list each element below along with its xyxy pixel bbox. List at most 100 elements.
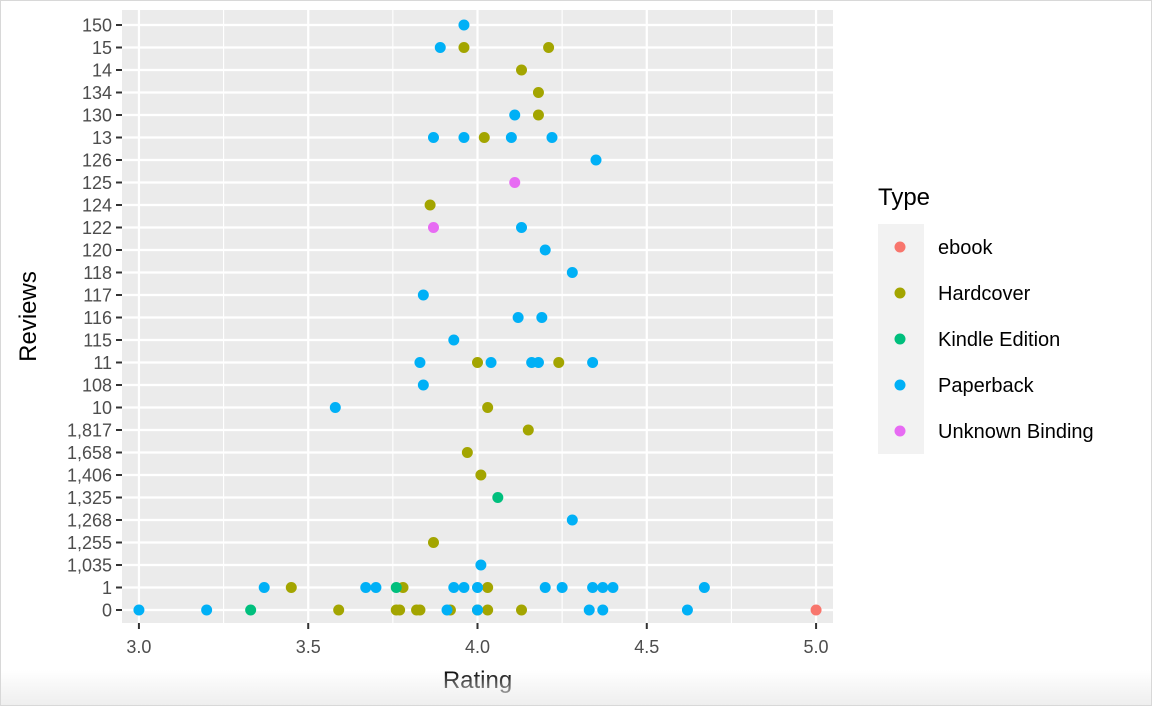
data-point <box>245 604 257 616</box>
legend-entry-label: ebook <box>938 237 993 259</box>
data-point <box>329 402 341 413</box>
y-tick-label: 1,817 <box>67 421 112 441</box>
legend-entry-label: Unknown Binding <box>938 421 1094 443</box>
data-point <box>607 582 619 593</box>
data-point <box>458 42 470 53</box>
legend-entry-label: Hardcover <box>938 283 1031 305</box>
y-tick-label: 125 <box>82 173 112 193</box>
y-tick-label: 126 <box>82 151 112 171</box>
data-point <box>458 19 470 31</box>
data-point <box>485 357 497 368</box>
data-point <box>583 604 595 616</box>
data-point <box>698 582 710 593</box>
data-point <box>434 42 446 53</box>
data-point <box>475 469 487 481</box>
data-point <box>472 604 483 616</box>
data-point <box>370 582 382 593</box>
y-tick-label: 1 <box>102 578 112 598</box>
data-points <box>133 19 822 616</box>
data-point <box>516 64 528 76</box>
legend-key <box>894 333 906 345</box>
data-point <box>556 582 568 593</box>
data-point <box>522 424 534 436</box>
data-point <box>461 447 473 458</box>
legend: Type ebook Hardcover Kindle Edition Paperba… <box>878 184 1094 454</box>
data-point <box>505 132 517 143</box>
data-point <box>448 582 460 593</box>
x-axis: 3.0 3.5 4.0 4.5 5.0 <box>126 623 829 657</box>
legend-key <box>894 379 906 391</box>
data-point <box>810 604 822 616</box>
y-tick-label: 1,255 <box>67 533 112 553</box>
data-point <box>427 537 439 548</box>
data-point <box>532 87 544 98</box>
y-tick-label: 13 <box>92 128 112 148</box>
y-tick-label: 124 <box>82 196 112 216</box>
data-point <box>133 604 145 616</box>
y-tick-label: 1,035 <box>67 556 112 576</box>
y-tick-label: 14 <box>92 61 112 81</box>
data-point <box>516 222 528 233</box>
data-point <box>417 379 429 391</box>
data-point <box>681 604 693 616</box>
data-point <box>597 604 609 616</box>
y-tick-label: 115 <box>83 331 112 351</box>
data-point <box>532 357 544 368</box>
y-tick-label: 150 <box>82 16 112 36</box>
data-point <box>539 582 551 593</box>
y-axis-label: Reviews <box>15 271 42 362</box>
y-tick-label: 122 <box>82 218 112 238</box>
data-point <box>458 132 470 143</box>
data-point <box>509 109 521 121</box>
legend-key <box>894 287 906 299</box>
legend-entry-label: Kindle Edition <box>938 329 1060 351</box>
data-point <box>590 154 602 166</box>
data-point <box>472 582 483 593</box>
y-tick-label: 120 <box>82 241 112 261</box>
y-tick-label: 0 <box>102 601 112 621</box>
y-tick-label: 1,658 <box>67 443 112 463</box>
data-point <box>553 357 565 368</box>
y-tick-label: 118 <box>83 263 112 283</box>
data-point <box>441 604 453 616</box>
data-point <box>536 312 548 323</box>
x-axis-label: Rating <box>443 667 512 694</box>
data-point <box>478 132 490 143</box>
data-point <box>512 312 524 323</box>
data-point <box>427 132 439 143</box>
data-point <box>482 402 494 413</box>
y-tick-label: 1,325 <box>67 488 112 508</box>
data-point <box>509 177 521 188</box>
data-point <box>285 582 297 593</box>
data-point <box>475 559 487 571</box>
data-point <box>566 514 578 526</box>
data-point <box>414 604 426 616</box>
data-point <box>390 582 402 593</box>
x-tick-label: 3.5 <box>296 637 321 657</box>
data-point <box>472 357 483 368</box>
y-tick-label: 117 <box>83 286 112 306</box>
y-tick-label: 1,406 <box>67 466 112 486</box>
y-tick-label: 10 <box>92 398 112 418</box>
data-point <box>360 582 372 593</box>
data-point <box>482 582 494 593</box>
data-point <box>546 132 558 143</box>
data-point <box>394 604 406 616</box>
x-tick-label: 4.5 <box>634 637 659 657</box>
y-tick-label: 116 <box>83 308 112 328</box>
data-point <box>597 582 609 593</box>
data-point <box>587 357 599 368</box>
data-point <box>414 357 426 368</box>
y-tick-label: 1,268 <box>67 511 112 531</box>
legend-key <box>894 425 906 437</box>
legend-entry-label: Paperback <box>938 375 1035 397</box>
data-point <box>458 582 470 593</box>
data-point <box>427 222 439 233</box>
y-tick-label: 130 <box>82 106 112 126</box>
data-point <box>482 604 494 616</box>
data-point <box>492 492 504 503</box>
data-point <box>258 582 270 593</box>
data-point <box>539 244 551 256</box>
data-point <box>587 582 599 593</box>
